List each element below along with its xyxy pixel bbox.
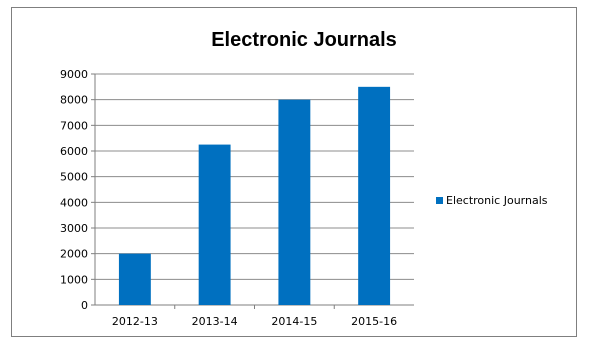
y-tick-label: 8000 xyxy=(60,94,88,107)
legend: Electronic Journals xyxy=(436,194,548,207)
y-tick-label: 0 xyxy=(81,299,88,312)
bars xyxy=(118,86,391,306)
bar-2015-16 xyxy=(358,86,391,305)
y-tick-label: 3000 xyxy=(60,222,88,235)
x-tick-label: 2015-16 xyxy=(351,315,397,328)
chart-title: Electronic Journals xyxy=(211,29,397,51)
x-tick-labels: 2012-13 2013-14 2014-15 2015-16 xyxy=(112,315,397,328)
x-tick-label: 2013-14 xyxy=(192,315,238,328)
y-tick-label: 1000 xyxy=(60,273,88,286)
bar-chart: Electronic Journals 0 1000 2000 3000 4000 500… xyxy=(60,29,548,328)
y-tick-label: 9000 xyxy=(60,68,88,81)
x-tick-label: 2014-15 xyxy=(271,315,317,328)
chart-frame: Electronic Journals 0 1000 2000 3000 4000 500… xyxy=(11,7,577,337)
bar-2013-14 xyxy=(198,144,231,305)
y-tick-label: 2000 xyxy=(60,248,88,261)
bar-2012-13 xyxy=(118,253,151,305)
y-tick-label: 5000 xyxy=(60,171,88,184)
legend-label: Electronic Journals xyxy=(446,194,548,207)
bar-2014-15 xyxy=(278,99,311,306)
x-tick-label: 2012-13 xyxy=(112,315,158,328)
y-tick-label: 4000 xyxy=(60,196,88,209)
y-tick-labels: 0 1000 2000 3000 4000 5000 6000 7000 8000 9000 xyxy=(60,68,88,312)
y-tick-label: 6000 xyxy=(60,145,88,158)
y-tick-label: 7000 xyxy=(60,119,88,132)
legend-swatch xyxy=(436,197,443,204)
